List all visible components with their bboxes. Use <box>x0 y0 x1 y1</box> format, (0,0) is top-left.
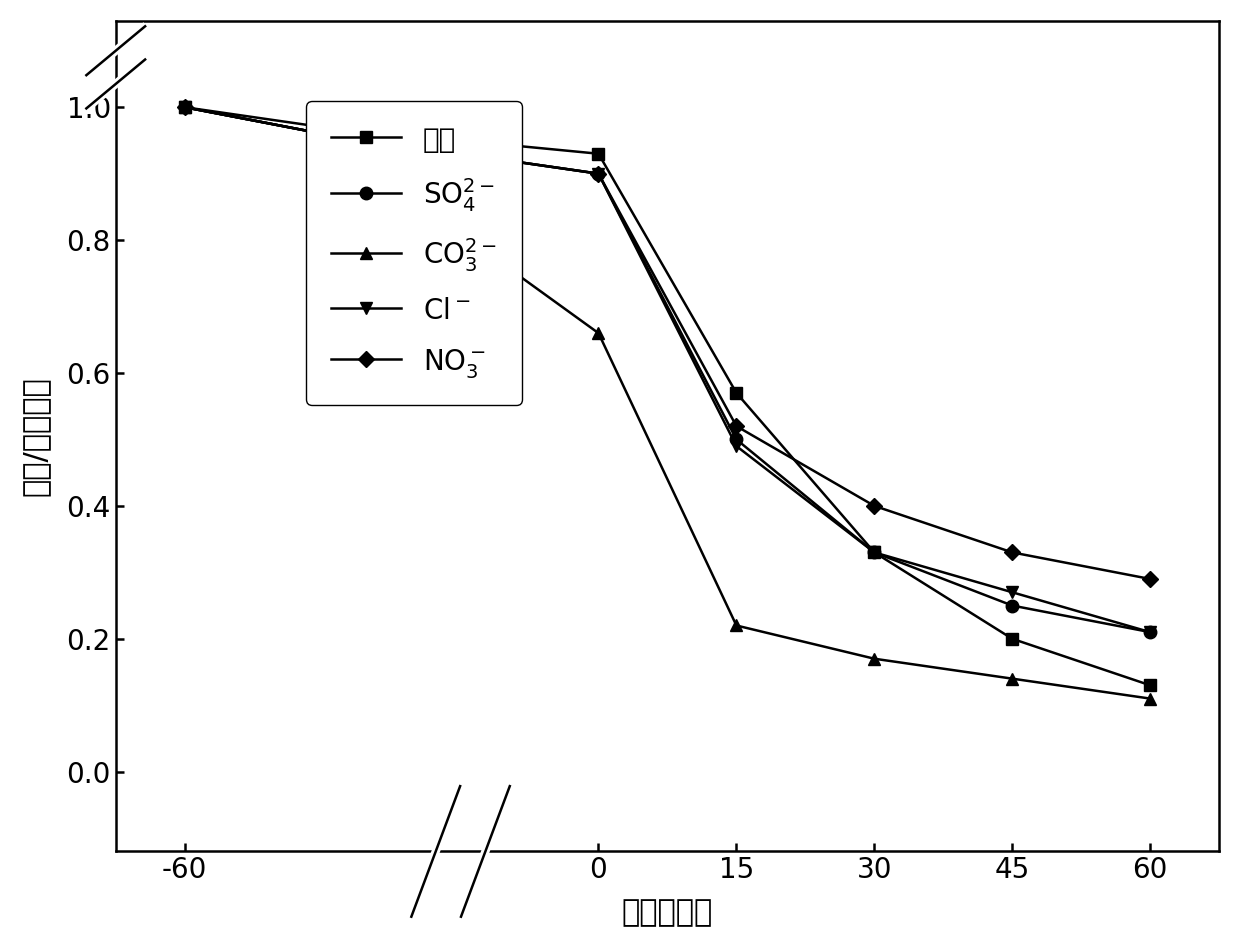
X-axis label: 时间（分）: 时间（分） <box>621 898 713 927</box>
Legend: 空白, $\mathregular{SO_4^{2-}}$, $\mathregular{CO_3^{2-}}$, $\mathregular{Cl^-}$, : 空白, $\mathregular{SO_4^{2-}}$, $\mathreg… <box>306 101 522 405</box>
Y-axis label: 浓度/初始浓度: 浓度/初始浓度 <box>21 376 50 496</box>
